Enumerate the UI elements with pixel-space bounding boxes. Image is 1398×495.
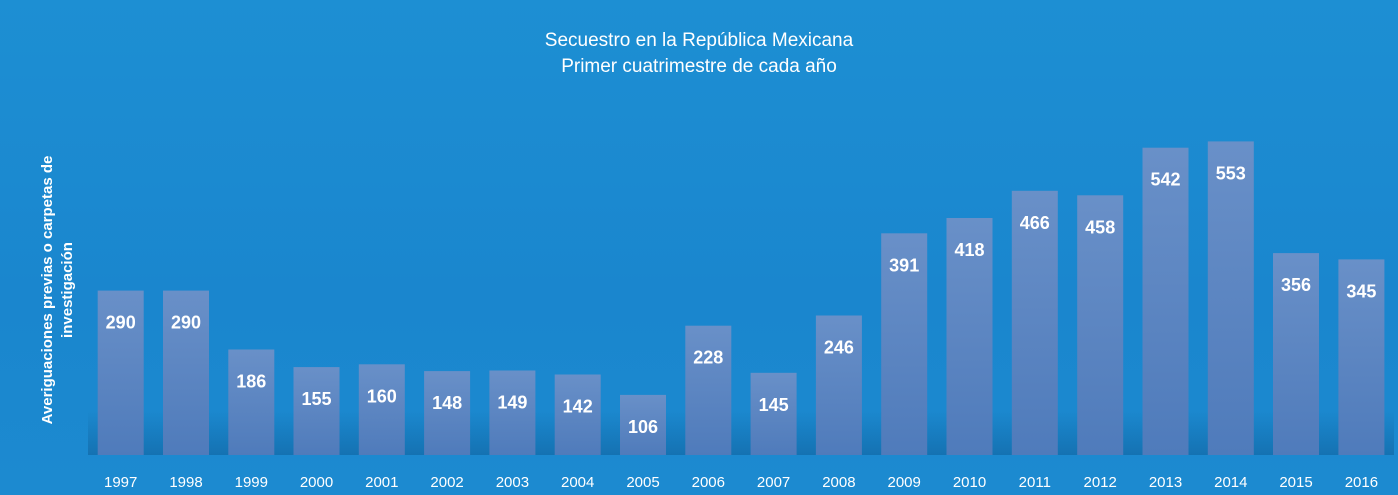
bar-2001 — [358, 364, 405, 455]
x-tick-2005: 2005 — [626, 474, 659, 491]
x-tick-2006: 2006 — [692, 474, 725, 491]
x-tick-1998: 1998 — [169, 474, 202, 491]
x-tick-2010: 2010 — [953, 474, 986, 491]
bar-1997 — [97, 290, 144, 455]
bar-2003 — [489, 370, 536, 455]
floor-shadow — [88, 410, 1394, 455]
chart-subtitle: Primer cuatrimestre de cada año — [561, 56, 837, 77]
bar-2009 — [881, 233, 928, 455]
bar-2016 — [1338, 259, 1385, 455]
data-label-2007: 145 — [759, 395, 789, 415]
floor-shadow-band — [88, 410, 1394, 455]
x-tick-1999: 1999 — [235, 474, 268, 491]
x-tick-2009: 2009 — [888, 474, 921, 491]
data-label-2008: 246 — [824, 338, 854, 358]
bar-1999 — [228, 349, 275, 455]
data-label-2016: 345 — [1346, 281, 1376, 301]
bar-2014 — [1207, 141, 1254, 455]
x-tick-2014: 2014 — [1214, 474, 1247, 491]
bar-2011 — [1011, 190, 1058, 456]
bar-series — [97, 141, 1385, 456]
bar-2012 — [1077, 195, 1124, 456]
data-label-2014: 553 — [1216, 163, 1246, 183]
data-label-2015: 356 — [1281, 275, 1311, 295]
data-label-1997: 290 — [106, 313, 136, 333]
x-tick-2008: 2008 — [822, 474, 855, 491]
data-label-2005: 106 — [628, 417, 658, 437]
data-label-2000: 155 — [301, 389, 331, 409]
x-tick-2000: 2000 — [300, 474, 333, 491]
chart-title: Secuestro en la República Mexicana — [544, 30, 854, 51]
data-label-2011: 466 — [1020, 213, 1050, 233]
bar-2002 — [424, 371, 471, 455]
data-label-2004: 142 — [563, 397, 593, 417]
x-tick-2012: 2012 — [1084, 474, 1117, 491]
x-tick-2002: 2002 — [430, 474, 463, 491]
x-tick-2013: 2013 — [1149, 474, 1182, 491]
bar-2005 — [620, 394, 666, 455]
bar-2013 — [1142, 147, 1189, 455]
bar-2010 — [946, 218, 993, 455]
data-label-2009: 391 — [889, 255, 919, 275]
bar-2015 — [1273, 253, 1319, 455]
bar-2008 — [815, 315, 862, 455]
x-tick-2016: 2016 — [1345, 474, 1378, 491]
data-label-2010: 418 — [954, 240, 984, 260]
chart-title-block: Secuestro en la República Mexicana Prime… — [0, 28, 1398, 80]
x-tick-2004: 2004 — [561, 474, 594, 491]
data-labels: 290 290 186 155 160 148 149 142 106 228 145 246 391 4… — [106, 163, 1377, 437]
x-tick-2011: 2011 — [1019, 474, 1051, 491]
data-label-2012: 458 — [1085, 217, 1115, 237]
x-tick-2003: 2003 — [496, 474, 529, 491]
data-label-2003: 149 — [497, 393, 527, 413]
data-label-1998: 290 — [171, 313, 201, 333]
bar-2007 — [750, 372, 797, 455]
bar-2006 — [685, 325, 732, 455]
bar-2000 — [293, 367, 340, 455]
bar-2004 — [554, 374, 601, 455]
x-tick-1997: 1997 — [104, 474, 137, 491]
bar-1998 — [163, 290, 209, 455]
data-label-2002: 148 — [432, 393, 462, 413]
data-label-1999: 186 — [236, 372, 266, 392]
x-tick-2007: 2007 — [757, 474, 790, 491]
data-label-2001: 160 — [367, 386, 397, 406]
x-tick-2015: 2015 — [1279, 474, 1312, 491]
x-axis-tick-labels: 1997 1998 1999 2000 2001 2002 2003 2004 2005 2006… — [104, 474, 1378, 491]
data-label-2013: 542 — [1150, 170, 1180, 190]
data-label-2006: 228 — [693, 348, 723, 368]
x-tick-2001: 2001 — [365, 474, 398, 491]
